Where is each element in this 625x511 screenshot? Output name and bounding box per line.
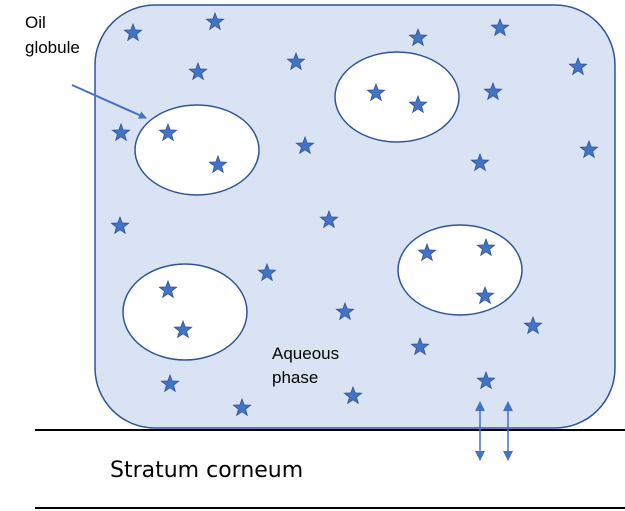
label: Aqueous [272, 344, 339, 363]
oil-globule [398, 225, 522, 315]
oil-globule [335, 52, 459, 142]
oil-globule [135, 105, 259, 195]
label: Oil [25, 13, 46, 32]
oil-globule [123, 264, 247, 360]
label: phase [272, 368, 318, 387]
diagram: Oil globule Aqueous phase Stratum corneu… [0, 0, 625, 511]
label: Stratum corneum [110, 458, 303, 483]
label: globule [25, 38, 80, 57]
